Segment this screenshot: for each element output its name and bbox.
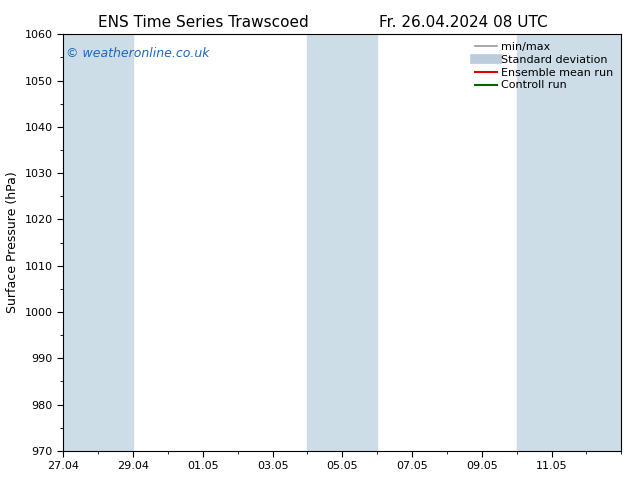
Text: ENS Time Series Trawscoed: ENS Time Series Trawscoed [98,15,308,30]
Bar [63,34,133,451]
Bar [307,34,377,451]
Legend: min/max, Standard deviation, Ensemble mean run, Controll run: min/max, Standard deviation, Ensemble me… [472,40,616,93]
Text: © weatheronline.co.uk: © weatheronline.co.uk [66,47,210,60]
Bar [517,34,621,451]
Text: Fr. 26.04.2024 08 UTC: Fr. 26.04.2024 08 UTC [378,15,547,30]
Y-axis label: Surface Pressure (hPa): Surface Pressure (hPa) [6,172,19,314]
